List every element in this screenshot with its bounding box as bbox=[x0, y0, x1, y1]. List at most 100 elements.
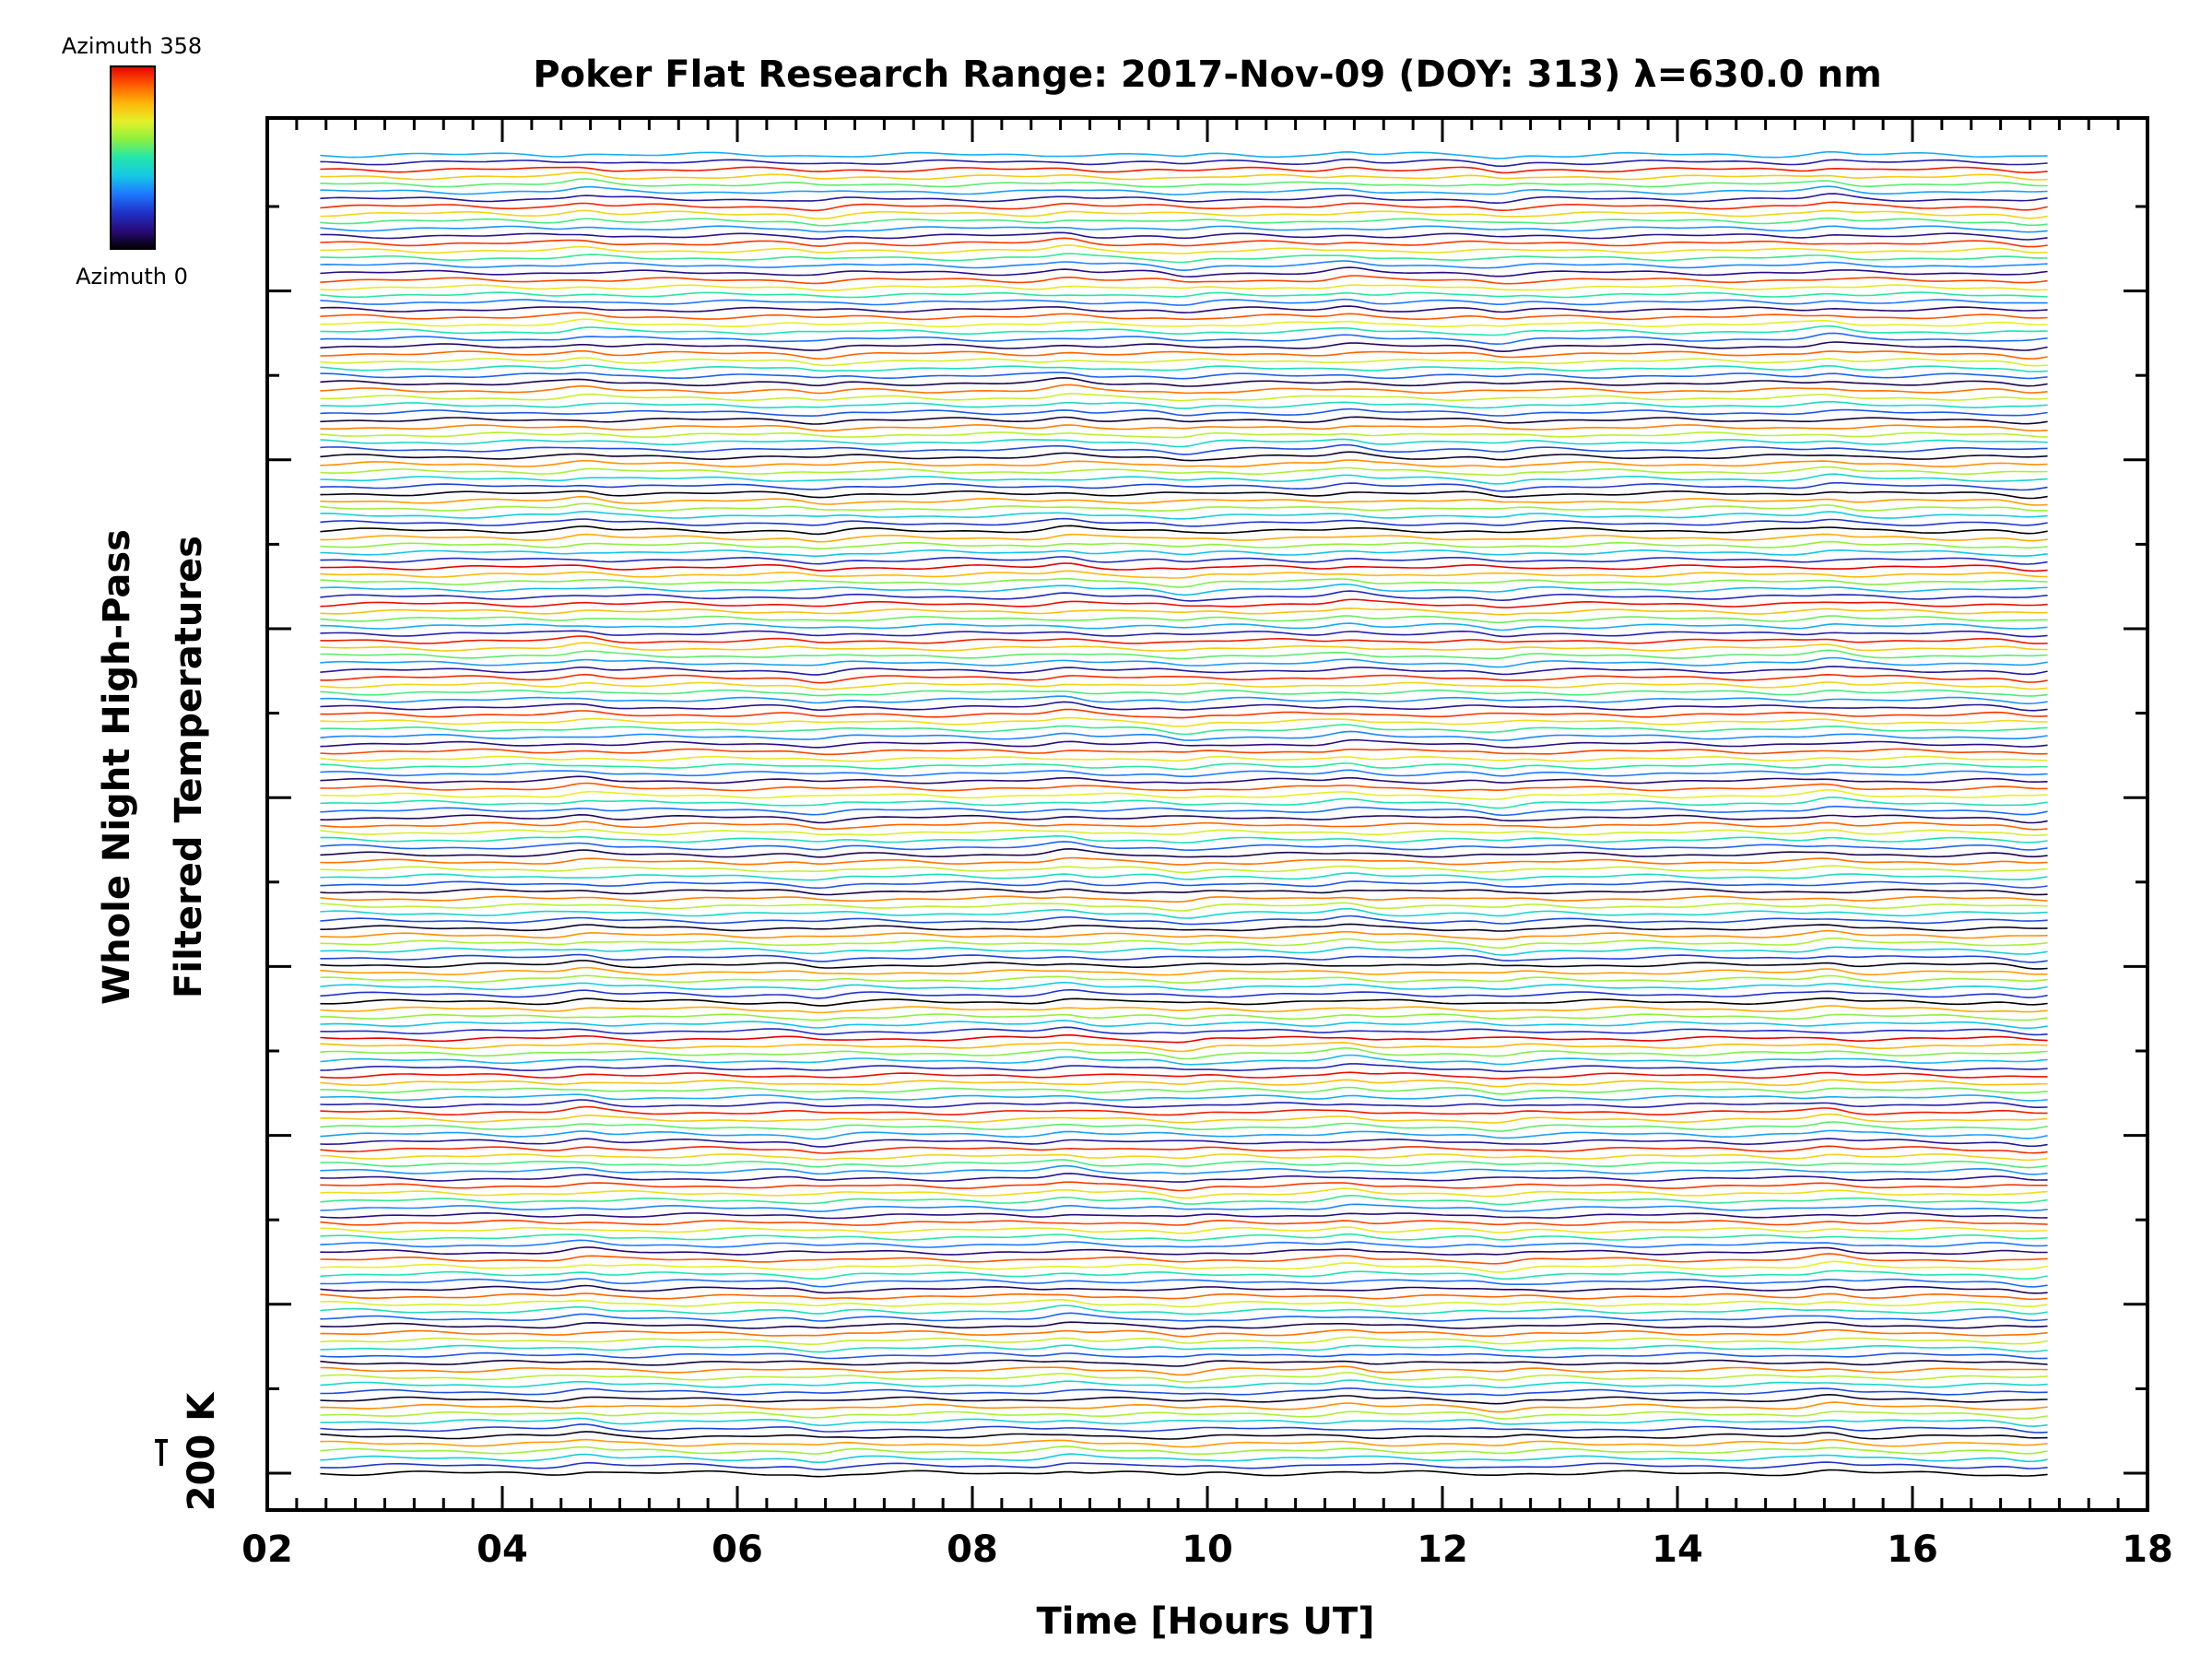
trace-line bbox=[320, 357, 2048, 367]
trace-line bbox=[320, 788, 2048, 801]
trace-line bbox=[320, 1423, 2048, 1434]
trace-line bbox=[320, 372, 2048, 380]
x-tick-label: 10 bbox=[1182, 1528, 1233, 1571]
trace-line bbox=[320, 673, 2048, 684]
trace-line bbox=[320, 622, 2048, 631]
trace-line bbox=[320, 937, 2048, 950]
trace-line bbox=[320, 1278, 2048, 1288]
trace-line bbox=[320, 738, 2048, 749]
trace-line bbox=[320, 1226, 2048, 1234]
trace-line bbox=[320, 1379, 2048, 1389]
trace-line bbox=[320, 1253, 2048, 1265]
trace-line bbox=[320, 332, 2048, 346]
trace-line bbox=[320, 577, 2048, 588]
trace-line bbox=[320, 946, 2048, 956]
trace-line bbox=[320, 1159, 2048, 1169]
trace-line bbox=[320, 1181, 2048, 1192]
trace-line bbox=[320, 1453, 2048, 1464]
x-tick-label: 18 bbox=[2122, 1528, 2173, 1571]
trace-line bbox=[320, 1054, 2048, 1066]
trace-line bbox=[320, 244, 2048, 254]
trace-line bbox=[320, 997, 2048, 1007]
trace-line bbox=[320, 384, 2048, 395]
trace-line bbox=[320, 716, 2048, 727]
trace-line bbox=[320, 1438, 2048, 1448]
trace-line bbox=[320, 689, 2048, 697]
colorbar-bottom-label: Azimuth 0 bbox=[76, 264, 188, 289]
trace-line bbox=[320, 266, 2048, 278]
trace-group bbox=[320, 150, 2048, 1478]
trace-line bbox=[320, 1312, 2048, 1322]
trace-line bbox=[320, 393, 2048, 402]
trace-line bbox=[320, 466, 2048, 477]
trace-line bbox=[320, 495, 2048, 506]
trace-line bbox=[320, 797, 2048, 809]
trace-line bbox=[320, 1105, 2048, 1116]
trace-line bbox=[320, 1393, 2048, 1405]
trace-line bbox=[320, 769, 2048, 778]
trace-line bbox=[320, 1187, 2048, 1199]
trace-line bbox=[320, 1233, 2048, 1242]
trace-line bbox=[320, 1203, 2048, 1212]
trace-line bbox=[320, 1387, 2048, 1397]
trace-line bbox=[320, 607, 2048, 616]
trace-line bbox=[320, 443, 2048, 455]
trace-line bbox=[320, 1033, 2048, 1044]
y-axis-label-line-2: Filtered Temperatures bbox=[168, 536, 210, 998]
trace-line bbox=[320, 1269, 2048, 1280]
trace-line bbox=[320, 902, 2048, 912]
trace-line bbox=[320, 590, 2048, 602]
trace-line bbox=[320, 915, 2048, 926]
trace-line bbox=[320, 1211, 2048, 1220]
trace-line bbox=[320, 502, 2048, 513]
trace-line bbox=[320, 1446, 2048, 1455]
trace-line bbox=[320, 681, 2048, 690]
trace-line bbox=[320, 1194, 2048, 1206]
trace-line bbox=[320, 510, 2048, 520]
trace-line bbox=[320, 847, 2048, 858]
trace-line bbox=[320, 782, 2048, 792]
trace-line bbox=[320, 708, 2048, 719]
trace-line bbox=[320, 1042, 2048, 1053]
trace-line bbox=[320, 490, 2048, 500]
trace-line bbox=[320, 349, 2048, 360]
trace-line bbox=[320, 150, 2048, 159]
trace-line bbox=[320, 562, 2048, 572]
trace-line bbox=[320, 481, 2048, 492]
trace-line bbox=[320, 1365, 2048, 1376]
trace-line bbox=[320, 1246, 2048, 1256]
trace-line bbox=[320, 1173, 2048, 1183]
trace-line bbox=[320, 298, 2048, 306]
trace-line bbox=[320, 217, 2048, 227]
trace-line bbox=[320, 666, 2048, 676]
trace-line bbox=[320, 879, 2048, 890]
scale-bar-label: 200 K bbox=[181, 1391, 223, 1511]
trace-line bbox=[320, 966, 2048, 976]
trace-line bbox=[320, 305, 2048, 314]
trace-line bbox=[320, 253, 2048, 264]
trace-line bbox=[320, 820, 2048, 831]
trace-line bbox=[320, 549, 2048, 557]
trace-line bbox=[320, 312, 2048, 321]
trace-line bbox=[320, 407, 2048, 418]
trace-line bbox=[320, 1344, 2048, 1353]
trace-line bbox=[320, 341, 2048, 353]
trace-line bbox=[320, 1093, 2048, 1102]
trace-line bbox=[320, 556, 2048, 565]
trace-line bbox=[320, 1020, 2048, 1030]
trace-line bbox=[320, 1431, 2048, 1440]
x-tick-labels: 02 04 06 08 10 12 14 16 18 bbox=[241, 1528, 2173, 1571]
trace-line bbox=[320, 872, 2048, 881]
trace-line bbox=[320, 225, 2048, 233]
trace-line bbox=[320, 908, 2048, 919]
trace-line bbox=[320, 1298, 2048, 1308]
colorbar-top-label: Azimuth 358 bbox=[62, 33, 202, 59]
trace-line bbox=[320, 1417, 2048, 1427]
trace-line bbox=[320, 1071, 2048, 1080]
trace-line bbox=[320, 635, 2048, 644]
trace-line bbox=[320, 923, 2048, 932]
trace-line bbox=[320, 642, 2048, 652]
trace-line bbox=[320, 185, 2048, 195]
